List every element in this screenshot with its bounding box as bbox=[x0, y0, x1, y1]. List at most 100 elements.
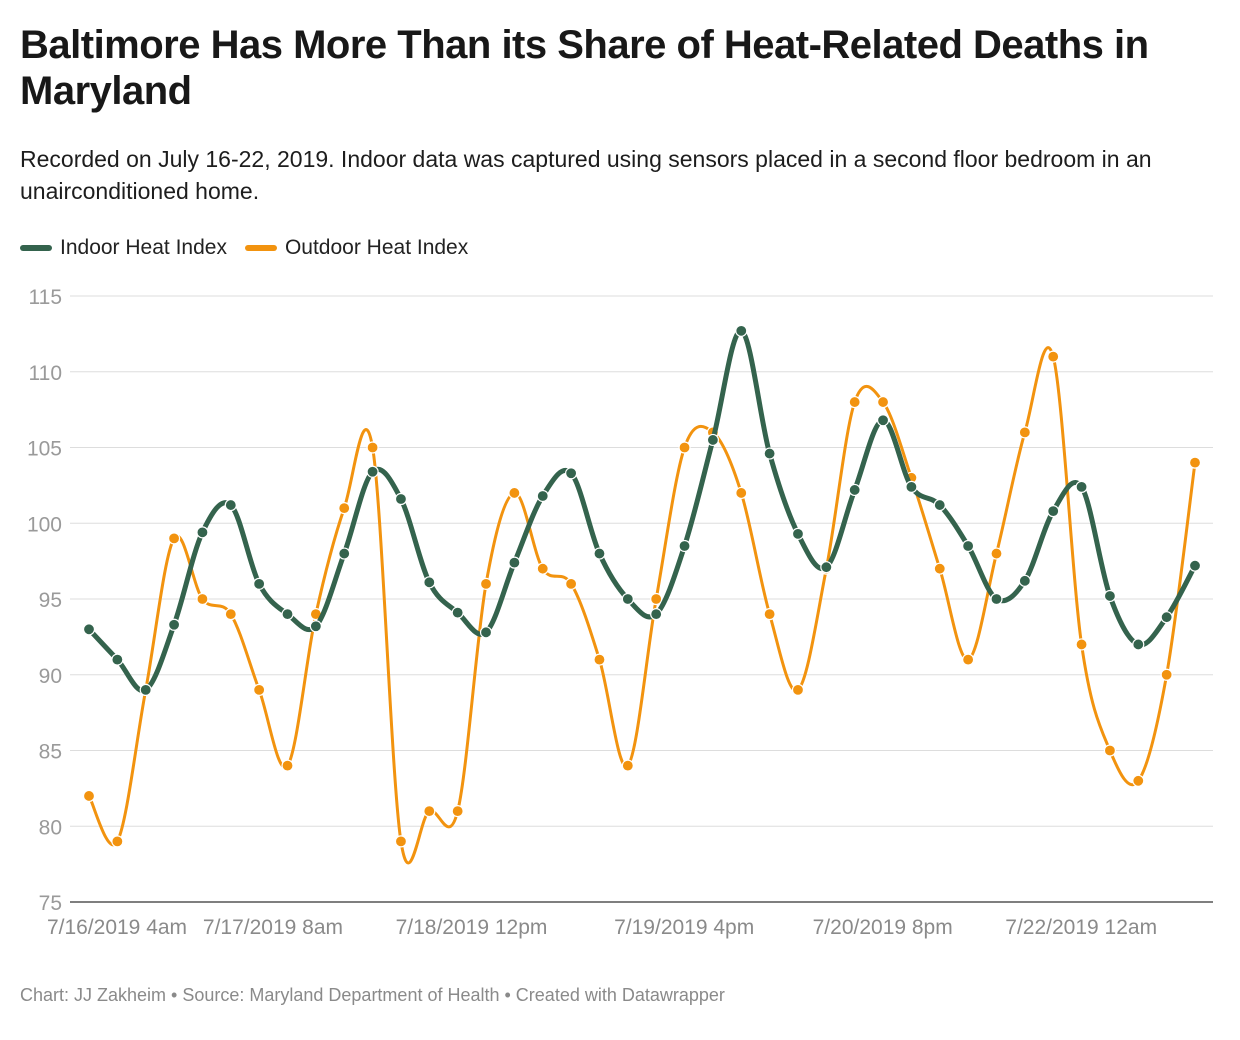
chart-title: Baltimore Has More Than its Share of Hea… bbox=[20, 23, 1149, 113]
data-point-indoor bbox=[394, 492, 408, 506]
x-tick-label: 7/18/2019 12pm bbox=[396, 916, 548, 939]
data-point-outdoor bbox=[876, 395, 890, 409]
data-point-indoor bbox=[423, 576, 436, 589]
y-tick-label: 75 bbox=[39, 892, 62, 915]
data-point-outdoor bbox=[678, 441, 691, 454]
data-point-outdoor bbox=[224, 608, 237, 621]
data-point-indoor bbox=[1075, 480, 1088, 493]
data-point-outdoor bbox=[962, 653, 975, 666]
y-tick-label: 100 bbox=[27, 513, 62, 536]
data-point-outdoor bbox=[1188, 456, 1202, 469]
data-point-outdoor bbox=[167, 532, 181, 545]
data-point-outdoor bbox=[990, 547, 1003, 560]
data-point-indoor bbox=[1132, 638, 1145, 651]
data-point-indoor bbox=[962, 539, 975, 553]
legend-label-outdoor: Outdoor Heat Index bbox=[284, 236, 469, 259]
data-point-outdoor bbox=[536, 562, 549, 575]
data-point-indoor bbox=[763, 447, 776, 460]
data-point-outdoor bbox=[111, 835, 124, 848]
data-point-indoor bbox=[565, 467, 578, 480]
y-tick-label: 115 bbox=[29, 286, 62, 309]
data-point-outdoor bbox=[366, 441, 379, 454]
data-point-outdoor bbox=[1018, 426, 1031, 439]
data-point-outdoor bbox=[1103, 744, 1117, 757]
data-point-indoor bbox=[451, 606, 464, 619]
data-point-indoor bbox=[309, 620, 322, 633]
data-point-indoor bbox=[820, 561, 833, 574]
data-point-indoor bbox=[706, 433, 719, 447]
data-point-indoor bbox=[366, 465, 379, 478]
chart-subtitle: Recorded on July 16-22, 2019. Indoor dat… bbox=[20, 146, 1152, 204]
legend: Indoor Heat Index Outdoor Heat Index bbox=[20, 236, 486, 260]
data-point-outdoor bbox=[338, 502, 351, 515]
x-tick-label: 7/20/2019 8pm bbox=[813, 916, 953, 939]
data-point-indoor bbox=[1188, 559, 1202, 572]
legend-item-indoor: Indoor Heat Index bbox=[20, 236, 227, 260]
data-point-outdoor bbox=[423, 804, 436, 818]
data-point-indoor bbox=[338, 547, 351, 560]
data-point-indoor bbox=[139, 683, 152, 696]
legend-swatch-outdoor bbox=[244, 245, 277, 251]
y-tick-label: 110 bbox=[29, 362, 62, 385]
y-tick-label: 105 bbox=[27, 438, 62, 461]
data-point-indoor bbox=[593, 547, 606, 560]
data-point-indoor bbox=[508, 556, 521, 569]
data-point-outdoor bbox=[1047, 350, 1060, 363]
data-point-indoor bbox=[224, 498, 237, 512]
data-point-indoor bbox=[1047, 505, 1060, 518]
series-line-outdoor bbox=[87, 346, 1197, 865]
data-point-indoor bbox=[479, 626, 493, 639]
data-point-indoor bbox=[82, 623, 96, 636]
y-tick-label: 95 bbox=[39, 589, 62, 612]
data-point-indoor bbox=[848, 483, 861, 497]
data-point-indoor bbox=[167, 618, 181, 631]
data-point-outdoor bbox=[593, 653, 606, 666]
data-point-outdoor bbox=[253, 683, 266, 696]
data-point-outdoor bbox=[763, 608, 776, 621]
data-point-indoor bbox=[905, 480, 918, 493]
y-tick-label: 85 bbox=[39, 741, 62, 764]
chart-footer: Chart: JJ Zakheim • Source: Maryland Dep… bbox=[20, 985, 725, 1005]
data-point-indoor bbox=[990, 592, 1003, 606]
data-point-outdoor bbox=[1075, 638, 1088, 651]
data-point-indoor bbox=[111, 653, 124, 666]
legend-swatch-indoor bbox=[20, 245, 52, 251]
data-point-outdoor bbox=[1160, 668, 1173, 681]
data-point-indoor bbox=[1103, 589, 1117, 603]
data-point-indoor bbox=[933, 498, 946, 512]
x-tick-label: 7/22/2019 12am bbox=[1005, 916, 1157, 939]
data-point-indoor bbox=[1018, 574, 1031, 587]
data-point-outdoor bbox=[565, 577, 578, 590]
data-point-outdoor bbox=[933, 562, 946, 575]
data-point-indoor bbox=[621, 592, 634, 606]
data-point-indoor bbox=[196, 526, 209, 539]
data-point-outdoor bbox=[394, 835, 408, 848]
data-point-indoor bbox=[281, 608, 294, 621]
data-point-indoor bbox=[650, 608, 663, 621]
data-point-outdoor bbox=[848, 395, 861, 409]
line-chart: 75 80 85 90 95 100 105 110 115 7/16/2019 4am 7/17/… bbox=[27, 286, 1213, 939]
data-point-outdoor bbox=[735, 486, 748, 500]
data-point-outdoor bbox=[508, 486, 521, 500]
data-point-outdoor bbox=[479, 577, 493, 590]
x-tick-label: 7/19/2019 4pm bbox=[614, 916, 754, 939]
data-point-indoor bbox=[1160, 611, 1173, 624]
data-point-outdoor bbox=[1132, 774, 1145, 787]
data-point-indoor bbox=[791, 527, 805, 540]
data-point-indoor bbox=[253, 577, 266, 590]
data-point-outdoor bbox=[281, 759, 294, 772]
x-tick-label: 7/17/2019 8am bbox=[203, 916, 343, 939]
data-point-outdoor bbox=[650, 592, 663, 606]
y-tick-label: 90 bbox=[39, 665, 62, 688]
data-point-indoor bbox=[876, 414, 890, 427]
data-point-indoor bbox=[536, 489, 549, 503]
legend-label-indoor: Indoor Heat Index bbox=[60, 236, 227, 259]
y-tick-label: 80 bbox=[39, 816, 62, 839]
data-point-outdoor bbox=[196, 592, 209, 606]
data-point-outdoor bbox=[791, 683, 805, 696]
data-point-outdoor bbox=[82, 789, 96, 803]
x-tick-label: 7/16/2019 4am bbox=[47, 916, 187, 939]
data-point-indoor bbox=[678, 539, 691, 553]
data-point-outdoor bbox=[451, 804, 464, 818]
legend-item-outdoor: Outdoor Heat Index bbox=[244, 236, 469, 260]
